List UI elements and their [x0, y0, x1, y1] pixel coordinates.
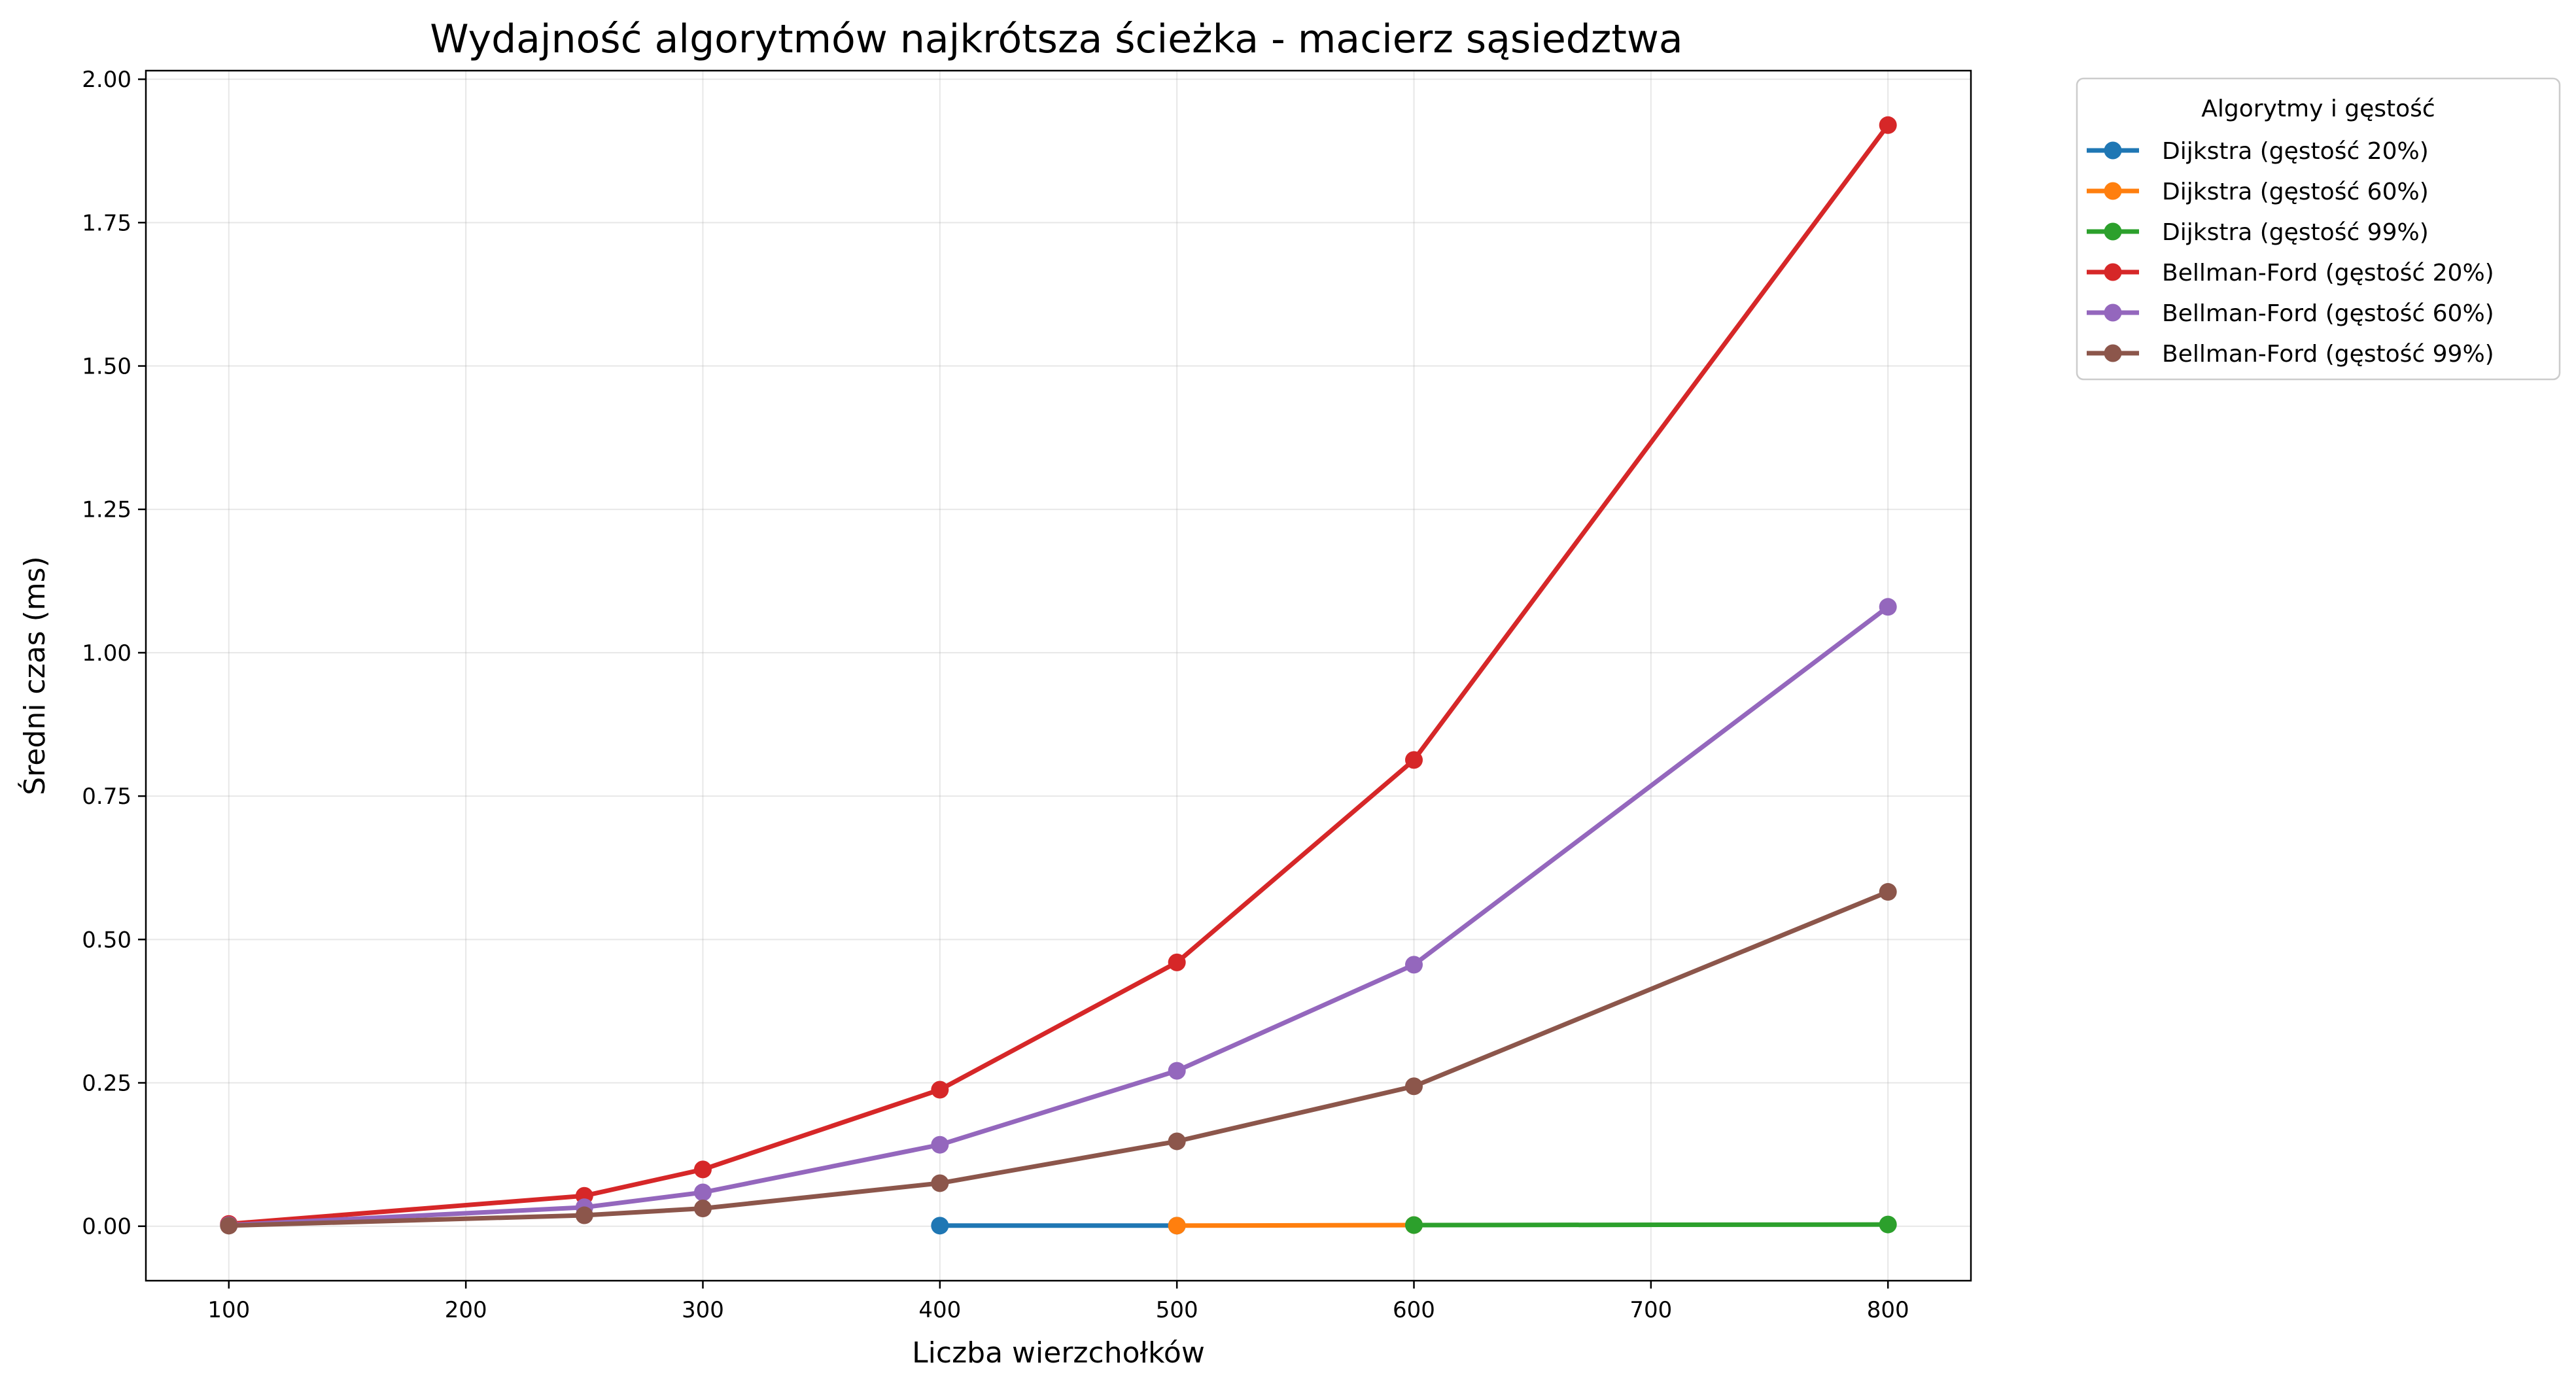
legend-label: Dijkstra (gęstość 99%)	[2162, 219, 2429, 246]
legend-item: Dijkstra (gęstość 20%)	[2087, 138, 2429, 165]
legend-item: Dijkstra (gęstość 60%)	[2087, 179, 2429, 205]
x-axis: 100 200 300 400 500 600 700 800	[207, 1281, 1909, 1323]
data-point	[1879, 116, 1897, 134]
x-tick-label: 700	[1629, 1297, 1672, 1323]
series-2	[1405, 1215, 1897, 1234]
y-axis: 0.00 0.25 0.50 0.75 1.00 1.25 1.50 1.75 2.00	[82, 67, 146, 1240]
data-point	[693, 1160, 712, 1179]
data-point	[1879, 883, 1897, 901]
legend-item: Bellman-Ford (gęstość 20%)	[2087, 260, 2494, 286]
data-point	[693, 1200, 712, 1218]
x-tick-label: 600	[1393, 1297, 1435, 1323]
legend-title: Algorytmy i gęstość	[2201, 95, 2435, 122]
legend-swatch-marker	[2104, 263, 2122, 281]
legend-box	[2076, 77, 2561, 381]
legend-label: Bellman-Ford (gęstość 20%)	[2162, 260, 2494, 286]
data-point	[1405, 1216, 1423, 1234]
legend-label: Dijkstra (gęstość 60%)	[2162, 179, 2429, 205]
y-axis-label: Średni czas (ms)	[17, 556, 52, 795]
legend-items: Dijkstra (gęstość 20%) Dijkstra (gęstość …	[2087, 138, 2494, 368]
data-point	[1879, 1215, 1897, 1234]
y-tick-label: 1.75	[82, 210, 131, 236]
legend-item: Bellman-Ford (gęstość 99%)	[2087, 341, 2494, 368]
y-tick-label: 1.25	[82, 497, 131, 523]
legend-label: Dijkstra (gęstość 20%)	[2162, 138, 2429, 165]
y-tick-label: 0.75	[82, 784, 131, 810]
data-point	[1168, 1132, 1186, 1151]
data-point	[1168, 1062, 1186, 1080]
data-point	[575, 1206, 593, 1224]
data-point	[693, 1183, 712, 1202]
data-point	[1405, 1077, 1423, 1096]
series-3	[220, 116, 1897, 1233]
legend-item: Dijkstra (gęstość 99%)	[2087, 219, 2429, 246]
series-line	[1412, 1222, 1890, 1228]
y-tick-label: 1.00	[82, 640, 131, 667]
plot-frame	[145, 69, 1972, 1282]
series-layer	[220, 116, 1897, 1235]
data-point	[931, 1217, 949, 1235]
data-point	[1168, 953, 1186, 971]
x-tick-label: 800	[1867, 1297, 1909, 1323]
y-tick-label: 2.00	[82, 67, 131, 93]
data-point	[1168, 1217, 1186, 1235]
grid	[146, 71, 1971, 1281]
y-tick-label: 0.25	[82, 1071, 131, 1097]
data-point	[931, 1135, 949, 1154]
y-tick-label: 1.50	[82, 354, 131, 380]
data-point	[1405, 956, 1423, 974]
series-line	[1174, 1222, 1416, 1228]
legend-swatch-marker	[2104, 303, 2122, 322]
x-tick-label: 500	[1156, 1297, 1198, 1323]
legend: Algorytmy i gęstość Dijkstra (gęstość 20…	[2076, 77, 2561, 381]
legend-item: Bellman-Ford (gęstość 60%)	[2087, 300, 2494, 327]
x-tick-label: 200	[445, 1297, 487, 1323]
data-point	[220, 1217, 238, 1235]
legend-label: Bellman-Ford (gęstość 99%)	[2162, 341, 2494, 368]
legend-swatch-marker	[2104, 141, 2122, 160]
data-point	[931, 1174, 949, 1192]
y-tick-label: 0.50	[82, 927, 131, 953]
x-tick-label: 100	[207, 1297, 250, 1323]
legend-swatch-marker	[2104, 222, 2122, 241]
y-tick-label: 0.00	[82, 1214, 131, 1240]
legend-swatch-marker	[2104, 344, 2122, 362]
x-tick-label: 300	[682, 1297, 724, 1323]
data-point	[1405, 751, 1423, 769]
x-tick-label: 400	[918, 1297, 961, 1323]
chart-title: Wydajność algorytmów najkrótsza ścieżka …	[430, 16, 1682, 62]
legend-swatch-marker	[2104, 182, 2122, 200]
series-5	[220, 883, 1897, 1235]
data-point	[1879, 598, 1897, 616]
x-axis-label: Liczba wierzchołków	[912, 1336, 1205, 1370]
legend-label: Bellman-Ford (gęstość 60%)	[2162, 300, 2494, 327]
data-point	[931, 1081, 949, 1099]
